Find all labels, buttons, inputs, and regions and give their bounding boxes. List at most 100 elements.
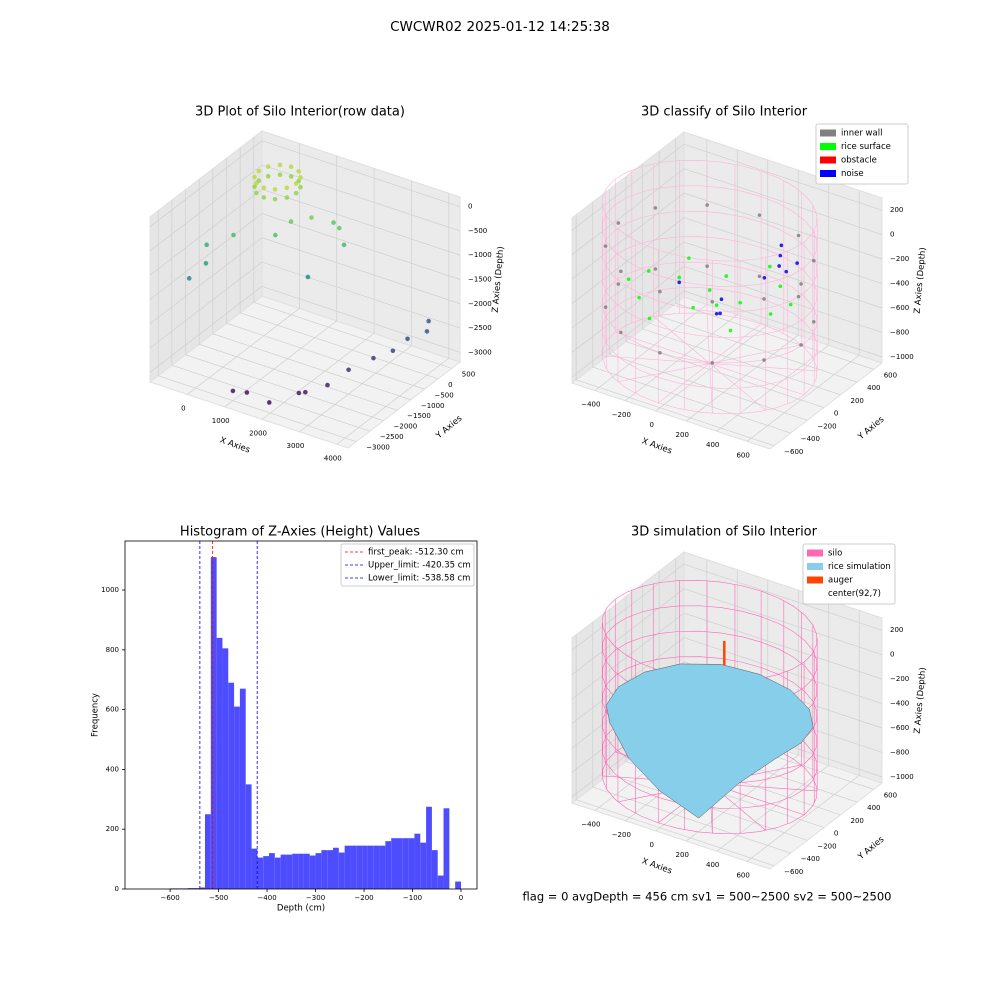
point — [371, 355, 376, 361]
z-tick-label: 0 — [468, 203, 472, 211]
frame-wire — [709, 363, 805, 396]
point — [799, 343, 803, 347]
bar — [263, 856, 269, 889]
bar — [356, 845, 363, 889]
x-tick-label: −200 — [354, 894, 373, 902]
bar — [391, 838, 397, 889]
grid-line — [683, 266, 883, 333]
frame-wire — [615, 331, 710, 364]
y-tick-label: −400 — [801, 855, 820, 863]
z-tick-label: −3000 — [468, 348, 492, 356]
chart-title: Histogram of Z-Axies (Height) Values — [180, 525, 420, 540]
frame-wire — [602, 355, 710, 364]
point — [779, 243, 784, 248]
figure-title: CWCWR02 2025-01-12 14:25:38 — [390, 19, 610, 35]
frame-wire — [709, 344, 802, 364]
x-tick-label: 600 — [736, 451, 749, 459]
grid-line — [149, 164, 263, 252]
frame-wire — [658, 363, 710, 404]
grid-line — [571, 290, 685, 378]
y-tick-label: −400 — [801, 435, 820, 443]
grid-line — [655, 324, 768, 412]
bar — [333, 847, 339, 889]
point — [762, 297, 766, 301]
z-tick-label: 200 — [890, 626, 903, 634]
z-tick-label: 200 — [890, 206, 903, 214]
point — [186, 276, 192, 281]
point — [653, 206, 658, 210]
x-tick-label: −400 — [581, 401, 600, 409]
point — [719, 297, 724, 302]
grid-line — [199, 343, 398, 411]
point — [284, 195, 290, 200]
point — [298, 184, 303, 190]
point — [811, 320, 816, 324]
grid-line — [253, 301, 452, 369]
grid-line — [261, 140, 461, 208]
legend-label: rice simulation — [828, 562, 891, 572]
legend-label: Lower_limit: -538.58 cm — [368, 574, 470, 584]
grid-line — [683, 588, 883, 655]
y-tick-label: 500 — [462, 370, 475, 378]
x-axis-label: Depth (cm) — [277, 904, 325, 914]
legend-patch — [807, 549, 823, 557]
legend-label: auger — [828, 576, 853, 586]
frame-wire — [706, 313, 710, 364]
y-tick-label: 600 — [106, 706, 119, 714]
chart-title: 3D simulation of Silo Interior — [631, 525, 818, 540]
point — [265, 173, 271, 179]
grid-line — [683, 612, 883, 680]
point — [603, 244, 608, 248]
point — [658, 289, 662, 294]
grid-line — [571, 241, 685, 329]
point — [714, 311, 719, 316]
point — [231, 232, 236, 238]
grid-line — [261, 213, 461, 280]
point — [266, 400, 272, 405]
y-tick-label: −2000 — [394, 423, 418, 431]
point — [619, 269, 623, 274]
x-tick-label: 2000 — [249, 429, 267, 437]
point — [768, 264, 772, 269]
x-tick-label: 3000 — [287, 442, 305, 450]
bar — [420, 842, 427, 889]
grid-line — [683, 290, 883, 358]
y-tick-label: 600 — [884, 791, 897, 799]
y-tick-label: 400 — [106, 765, 119, 773]
point — [799, 282, 803, 286]
point — [616, 221, 621, 225]
x-tick-label: 4000 — [324, 454, 342, 462]
point — [305, 274, 311, 280]
z-tick-label: −400 — [890, 280, 909, 288]
grid-line — [261, 285, 461, 353]
bar — [443, 808, 450, 889]
grid-line — [571, 168, 685, 255]
grid-line — [716, 344, 829, 432]
bar — [455, 881, 461, 889]
legend-label: rice surface — [841, 142, 891, 152]
point — [653, 267, 658, 271]
point — [757, 274, 762, 279]
frame-wire — [617, 363, 710, 383]
point — [277, 162, 283, 168]
point — [272, 196, 278, 202]
legend-patch — [820, 170, 836, 177]
x-tick-label: −400 — [257, 894, 276, 902]
point — [796, 233, 801, 238]
y-tick-label: 800 — [106, 646, 119, 654]
legend-label: Upper_limit: -420.35 cm — [368, 561, 471, 571]
x-tick-label: −300 — [306, 894, 325, 902]
z-tick-label: −800 — [890, 748, 909, 756]
grid-line — [716, 764, 829, 852]
legend-patch — [820, 129, 836, 137]
z-tick-label: −600 — [890, 724, 909, 732]
x-tick-label: 200 — [676, 431, 689, 439]
point — [687, 256, 691, 260]
grid-line — [746, 775, 860, 862]
z-tick-label: −1000 — [468, 251, 492, 259]
point — [256, 178, 262, 183]
point — [293, 190, 299, 196]
z-tick-label: −200 — [890, 675, 909, 683]
frame-wire — [709, 363, 766, 411]
